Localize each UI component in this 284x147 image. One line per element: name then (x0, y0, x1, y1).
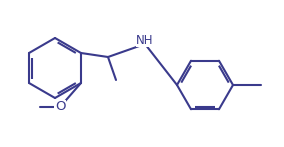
Text: O: O (55, 101, 65, 113)
Text: NH: NH (136, 34, 154, 46)
